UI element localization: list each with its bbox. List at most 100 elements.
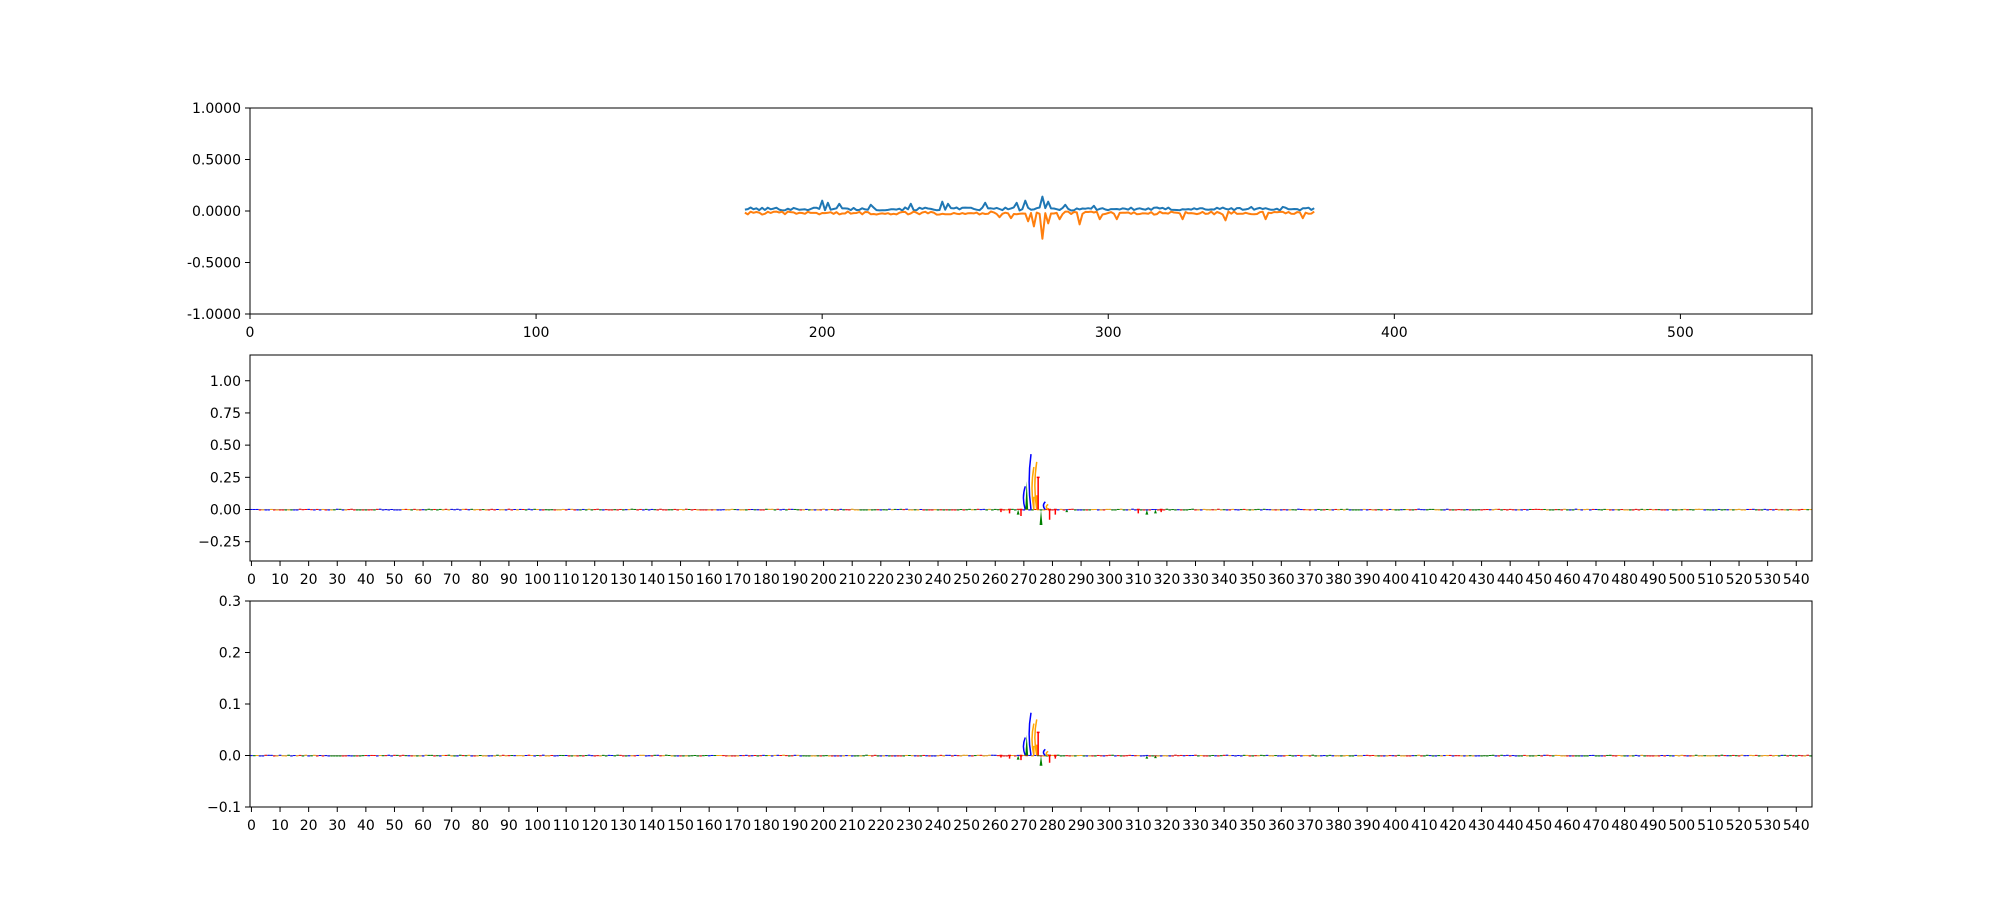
logo-noise-mark xyxy=(1031,509,1034,511)
x-tick-label: 440 xyxy=(1497,572,1524,588)
logo-noise-mark xyxy=(1091,509,1094,511)
logo-noise-mark xyxy=(1669,755,1672,757)
logo-noise-mark xyxy=(281,755,285,757)
logo-noise-mark xyxy=(1769,509,1772,511)
logo-noise-mark xyxy=(481,755,485,757)
logo-noise-mark xyxy=(1251,509,1254,511)
logo-noise-mark xyxy=(739,509,742,511)
logo-noise-mark xyxy=(1463,755,1466,757)
logo-noise-mark xyxy=(398,755,402,757)
logo-noise-mark xyxy=(327,755,330,757)
logo-noise-mark xyxy=(673,508,677,510)
x-tick-label: 210 xyxy=(839,572,866,588)
logo-noise-mark xyxy=(1654,755,1658,757)
logo-noise-mark xyxy=(1079,509,1083,511)
logo-noise-mark xyxy=(1179,754,1183,756)
logo-noise-mark xyxy=(825,755,828,757)
logo-noise-mark xyxy=(1425,509,1429,511)
logo-letter-G xyxy=(1031,723,1035,756)
x-tick-label: 340 xyxy=(1211,818,1238,834)
logo-noise-mark xyxy=(1488,509,1492,511)
logo-noise-mark xyxy=(750,755,754,757)
logo-noise-mark xyxy=(945,754,948,756)
logo-noise-mark xyxy=(1477,755,1481,757)
x-tick-label: 440 xyxy=(1497,818,1524,834)
logo-noise-mark xyxy=(1397,509,1400,511)
logo-noise-mark xyxy=(1277,755,1280,757)
logo-noise-mark xyxy=(1182,755,1186,757)
x-tick-label: 480 xyxy=(1611,572,1638,588)
logo-noise-mark xyxy=(467,509,471,511)
logo-noise-mark xyxy=(258,755,262,757)
logo-noise-mark xyxy=(916,755,920,757)
logo-noise-mark xyxy=(1314,509,1317,511)
logo-noise-mark xyxy=(444,754,448,756)
logo-noise-mark xyxy=(793,754,797,756)
logo-noise-mark xyxy=(916,509,920,511)
logo-noise-mark xyxy=(1649,755,1652,757)
x-tick-label: 180 xyxy=(753,818,780,834)
logo-noise-mark xyxy=(713,509,717,511)
logo-noise-mark xyxy=(945,509,948,511)
logo-noise-mark xyxy=(1666,754,1669,756)
logo-noise-mark xyxy=(273,755,276,757)
x-tick-label: 100 xyxy=(524,572,551,588)
logo-noise-mark xyxy=(576,509,579,511)
logo-noise-mark xyxy=(828,509,831,511)
x-tick-label: 110 xyxy=(553,818,580,834)
logo-noise-mark xyxy=(702,755,705,757)
logo-noise-mark xyxy=(1205,755,1209,757)
logo-noise-mark xyxy=(458,754,462,756)
x-tick-label: 520 xyxy=(1726,818,1753,834)
logo-noise-mark xyxy=(1028,754,1031,756)
logo-noise-mark xyxy=(1317,755,1320,757)
logo-noise-mark xyxy=(773,754,777,756)
logo-noise-mark xyxy=(1526,509,1529,511)
logo-noise-mark xyxy=(450,755,453,757)
logo-noise-mark xyxy=(973,509,977,511)
attribution-logo-panel: 0 10 20 30 40 50 60 70 80 90 100 110 120 130 140 150 160… xyxy=(198,354,1813,588)
y-tick-label: 0.75 xyxy=(210,406,241,422)
logo-noise-mark xyxy=(868,509,871,511)
logo-noise-mark xyxy=(1257,755,1260,757)
logo-letter-T xyxy=(1048,754,1052,763)
x-tick-label: 330 xyxy=(1182,572,1209,588)
logo-letter-T xyxy=(1048,508,1052,520)
logo-noise-mark xyxy=(793,508,797,510)
logo-noise-mark xyxy=(1128,509,1131,511)
logo-noise-mark xyxy=(1789,509,1792,511)
logo-noise-mark xyxy=(547,509,551,511)
logo-noise-mark xyxy=(1451,755,1455,757)
logo-noise-mark xyxy=(1300,755,1303,757)
logo-noise-mark xyxy=(358,755,362,757)
logo-letter-T xyxy=(1159,508,1163,513)
logo-noise-mark xyxy=(1729,755,1732,757)
logo-noise-mark xyxy=(1397,754,1400,756)
logo-noise-mark xyxy=(670,509,674,511)
x-tick-label: 160 xyxy=(696,818,723,834)
logo-noise-mark xyxy=(1497,508,1501,510)
logo-noise-mark xyxy=(1185,754,1189,756)
logo-noise-mark xyxy=(713,755,717,757)
logo-noise-mark xyxy=(845,755,848,757)
logo-noise-mark xyxy=(1114,509,1117,511)
x-tick-label: 140 xyxy=(639,818,666,834)
logo-noise-mark xyxy=(321,508,325,510)
logo-noise-mark xyxy=(1709,755,1712,757)
logo-noise-mark xyxy=(1042,755,1046,757)
logo-noise-mark xyxy=(1746,755,1749,757)
logo-noise-mark xyxy=(805,755,808,757)
logo-noise-mark xyxy=(255,755,259,757)
logo-letter-G xyxy=(1034,461,1038,510)
x-tick-label: 240 xyxy=(925,572,952,588)
logo-noise-mark xyxy=(805,508,808,510)
logo-noise-mark xyxy=(1583,755,1586,757)
x-tick-label: 300 xyxy=(1096,818,1123,834)
logo-noise-mark xyxy=(1208,509,1212,511)
x-tick-label: 310 xyxy=(1125,818,1152,834)
logo-noise-mark xyxy=(350,755,353,757)
logo-noise-mark xyxy=(1580,755,1583,757)
logo-noise-mark xyxy=(1589,509,1592,511)
logo-noise-mark xyxy=(347,755,350,757)
logo-noise-mark xyxy=(438,508,442,510)
